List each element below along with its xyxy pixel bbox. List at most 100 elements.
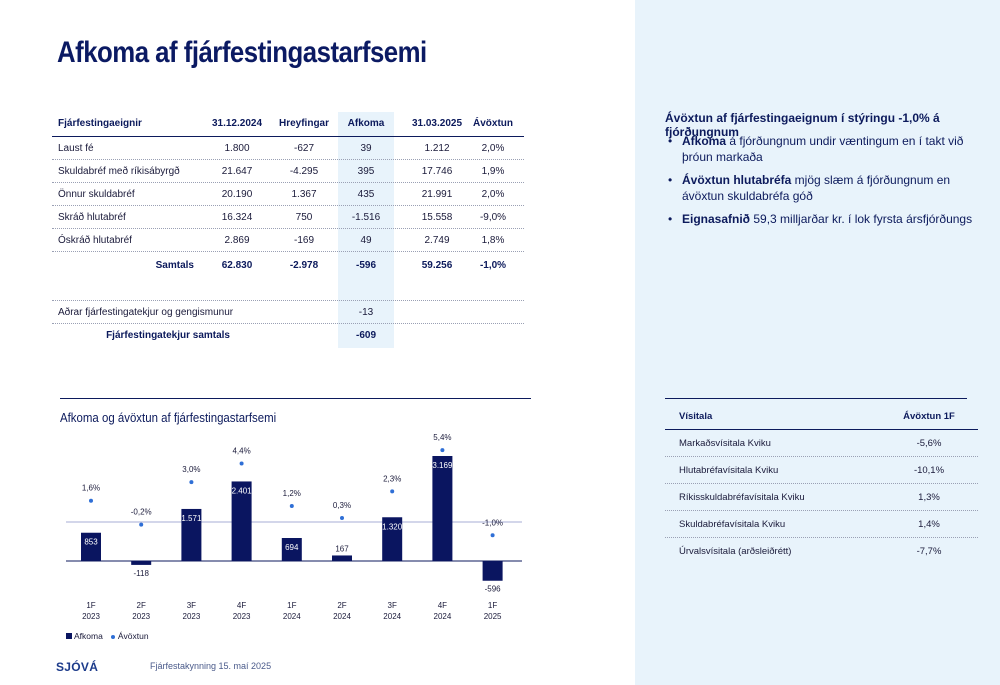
x-tick-label: 2023 bbox=[132, 612, 150, 621]
bar-afkoma bbox=[181, 508, 202, 561]
bar-value-label: 3.169 bbox=[432, 461, 453, 470]
cell: 39 bbox=[360, 143, 372, 154]
x-tick-label: 1F bbox=[287, 601, 296, 610]
cell: -1.516 bbox=[351, 212, 381, 223]
bullet-icon: • bbox=[668, 212, 673, 226]
marker-avoxtun bbox=[289, 504, 294, 509]
cell: 1,4% bbox=[918, 519, 940, 530]
total-row: Samtals 62.830 -2.978 -596 59.256 -1,0% bbox=[52, 254, 524, 277]
marker-avoxtun bbox=[89, 498, 93, 503]
x-tick-label: 2023 bbox=[82, 612, 100, 621]
bullet-item: • Ávöxtun hlutabréfa mjög slæm á fjórðung… bbox=[668, 172, 978, 204]
x-tick-label: 1F bbox=[488, 601, 497, 610]
total-label: Samtals bbox=[155, 260, 194, 271]
bullet-text: mjög slæm á fjórðungnum en ávöxtun skuld… bbox=[682, 173, 951, 203]
grand-total-label: Fjárfestingatekjur samtals bbox=[106, 330, 230, 341]
chart-top-rule bbox=[60, 398, 531, 399]
table-row: Skuldabréf með ríkisábyrgð 21.647 -4.295… bbox=[52, 160, 524, 183]
table-header: Fjárfestingaeignir 31.12.2024 Hreyfingar… bbox=[52, 112, 524, 137]
chart-legend: Afkoma Ávöxtun bbox=[66, 631, 149, 641]
marker-avoxtun bbox=[139, 522, 144, 527]
cell: -13 bbox=[358, 307, 374, 318]
table-row: Skuldabréfavísitala Kviku 1,4% bbox=[665, 511, 978, 538]
cell: 1,8% bbox=[481, 235, 505, 246]
header-cell: 31.12.2024 bbox=[211, 118, 263, 129]
table-row: Hlutabréfavísitala Kviku -10,1% bbox=[665, 457, 978, 484]
cell: 21.991 bbox=[421, 189, 453, 200]
cell: 1.800 bbox=[224, 143, 250, 154]
table-row: Skráð hlutabréf 16.324 750 -1.516 15.558… bbox=[52, 206, 524, 229]
x-tick-label: 4F bbox=[438, 601, 447, 610]
cell: Úrvalsvísitala (arðsleiðrétt) bbox=[679, 546, 792, 557]
cell: -9,0% bbox=[479, 212, 507, 223]
x-tick-label: 3F bbox=[187, 601, 196, 610]
x-tick-label: 4F bbox=[237, 601, 246, 610]
header-cell: Ávöxtun 1F bbox=[903, 411, 955, 422]
summary-bullets: • Afkoma á fjórðungnum undir væntingum en… bbox=[668, 133, 978, 234]
footer-text: Fjárfestakynning 15. maí 2025 bbox=[150, 661, 272, 671]
bullet-bold: Eignasafnið bbox=[682, 212, 751, 226]
marker-avoxtun bbox=[189, 480, 194, 485]
x-tick-label: 2023 bbox=[183, 612, 201, 621]
legend-dot-icon bbox=[110, 634, 115, 639]
x-tick-label: 2023 bbox=[233, 612, 251, 621]
cell: 17.746 bbox=[421, 166, 453, 177]
bar-value-label: -118 bbox=[133, 569, 149, 578]
cell: Hlutabréfavísitala Kviku bbox=[679, 465, 779, 476]
marker-avoxtun bbox=[340, 516, 344, 521]
cell: Skuldabréfavísitala Kviku bbox=[679, 519, 786, 530]
cell: Skráð hlutabréf bbox=[58, 212, 126, 223]
spacer-row bbox=[52, 278, 524, 301]
cell: -1,0% bbox=[479, 260, 507, 271]
bar-value-label: 853 bbox=[84, 538, 98, 547]
legend-label: Ávöxtun bbox=[117, 631, 149, 641]
table-row: Úrvalsvísitala (arðsleiðrétt) -7,7% bbox=[665, 538, 978, 565]
bullet-item: • Eignasafnið 59,3 milljarðar kr. í lok f… bbox=[668, 211, 978, 227]
cell: Aðrar fjárfestingatekjur og gengismunur bbox=[58, 307, 234, 318]
marker-value-label: 0,3% bbox=[333, 501, 351, 510]
performance-chart: 853 1,6% 1F 2023 -118 -0,2% 2F 2023 1.571 3,0% 3F 2… bbox=[66, 433, 522, 621]
header-cell: Ávöxtun bbox=[473, 118, 513, 129]
grand-total-row: Fjárfestingatekjur samtals -609 bbox=[52, 324, 524, 347]
marker-value-label: 1,2% bbox=[283, 489, 301, 498]
marker-value-label: 1,6% bbox=[82, 484, 100, 493]
bar-value-label: 2.401 bbox=[232, 486, 253, 495]
bullet-text: á fjórðungnum undir væntingum en í takt … bbox=[682, 134, 964, 164]
marker-value-label: -1,0% bbox=[482, 518, 503, 527]
page-title: Afkoma af fjárfestingastarfsemi bbox=[57, 36, 427, 69]
cell: -10,1% bbox=[913, 465, 945, 476]
marker-value-label: -0,2% bbox=[131, 508, 152, 517]
cell: Ríkisskuldabréfavísitala Kviku bbox=[679, 492, 805, 503]
right-panel bbox=[635, 0, 1000, 685]
bar-value-label: 1.571 bbox=[181, 514, 202, 523]
cell: 59.256 bbox=[421, 260, 453, 271]
cell: -7,7% bbox=[916, 546, 942, 557]
bar-value-label: -596 bbox=[485, 585, 502, 594]
header-cell: Hreyfingar bbox=[278, 118, 329, 129]
bar-value-label: 167 bbox=[335, 544, 349, 553]
marker-value-label: 3,0% bbox=[182, 465, 200, 474]
bullet-bold: Afkoma bbox=[682, 134, 727, 148]
chart-title: Afkoma og ávöxtun af fjárfestingastarfse… bbox=[60, 410, 277, 425]
legend-item-avoxtun: Ávöxtun bbox=[110, 631, 149, 641]
marker-value-label: 4,4% bbox=[232, 446, 250, 455]
cell: 1,3% bbox=[918, 492, 940, 503]
marker-avoxtun bbox=[440, 448, 445, 453]
header-cell: Vísitala bbox=[679, 411, 713, 422]
marker-avoxtun bbox=[490, 533, 495, 538]
marker-avoxtun bbox=[239, 461, 244, 466]
cell: Markaðsvísitala Kviku bbox=[679, 438, 771, 449]
bar-value-label: 694 bbox=[285, 543, 299, 552]
cell: Önnur skuldabréf bbox=[58, 189, 135, 200]
x-tick-label: 2024 bbox=[383, 612, 401, 621]
marker-value-label: 2,3% bbox=[383, 474, 401, 483]
x-tick-label: 2024 bbox=[434, 612, 452, 621]
cell: Skuldabréf með ríkisábyrgð bbox=[58, 166, 180, 177]
cell: 750 bbox=[295, 212, 313, 223]
cell: 1,9% bbox=[481, 166, 505, 177]
x-tick-label: 2F bbox=[137, 601, 146, 610]
legend-bar-icon bbox=[66, 633, 72, 639]
bar-afkoma bbox=[131, 561, 152, 565]
table-row: Óskráð hlutabréf 2.869 -169 49 2.749 1,8… bbox=[52, 229, 524, 252]
header-cell: 31.03.2025 bbox=[411, 118, 463, 129]
